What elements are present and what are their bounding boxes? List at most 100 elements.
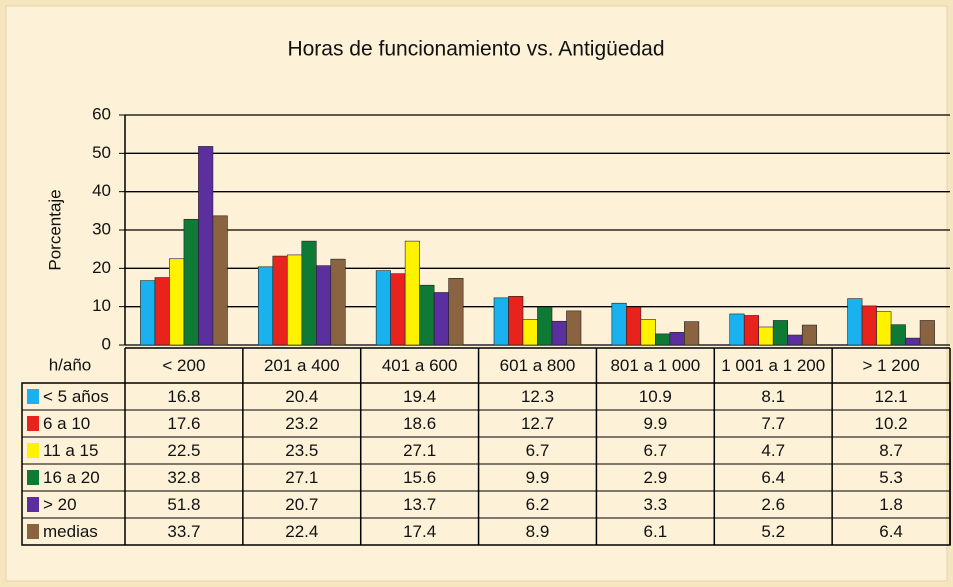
x-tick-label: 801 a 1 000 [610,356,700,375]
bar [876,311,892,346]
bar [448,277,464,346]
bar [390,273,406,346]
table-cell: 5.3 [879,468,903,487]
y-tick-label: 10 [92,296,111,315]
legend-label: 11 a 15 [43,441,98,460]
y-tick-label: 50 [92,143,111,162]
table-cell: 6.4 [761,468,785,487]
table-cell: 8.7 [879,441,903,460]
table-cell: 1.8 [879,495,903,514]
y-tick-label: 60 [92,104,111,123]
bar [522,319,538,346]
table-cell: 10.9 [639,387,672,406]
legend-swatch [27,389,39,404]
table-cell: 23.5 [285,441,318,460]
table-cell: 23.2 [285,414,318,433]
y-tick-label: 20 [92,258,111,277]
table-cell: 51.8 [167,495,200,514]
bar [257,266,274,346]
bar [787,334,803,346]
x-tick-label: 201 a 400 [264,356,340,375]
bar [493,297,509,346]
table-cell: 6.2 [526,495,550,514]
bar [537,306,553,346]
x-axis-label: h/año [49,355,92,374]
table-cell: 19.4 [403,387,436,406]
bar [905,337,921,346]
x-tick-label: 401 a 600 [382,356,458,375]
table-cell: 12.3 [521,387,554,406]
y-tick-label: 0 [102,334,111,353]
y-axis-label: Porcentaje [45,189,64,270]
bar [772,320,789,346]
table-cell: 18.6 [403,414,436,433]
bar [508,296,524,346]
legend-label: medias [43,522,98,541]
bar [743,315,760,346]
legend-swatch [27,524,39,539]
x-tick-label: < 200 [162,356,205,375]
table-cell: 27.1 [403,441,436,460]
bar [890,324,906,346]
bar [801,324,818,346]
bar [566,310,582,346]
table-cell: 2.6 [761,495,785,514]
bar [611,302,627,346]
table-cell: 2.9 [644,468,668,487]
table-cell: 22.4 [285,522,318,541]
table-cell: 10.2 [875,414,908,433]
table-cell: 8.1 [761,387,785,406]
chart-title: Horas de funcionamiento vs. Antigüedad [287,38,664,61]
bar [183,218,199,346]
x-tick-label: 1 001 a 1 200 [721,356,825,375]
bar [669,332,685,346]
bar [330,258,346,346]
bar [404,240,420,346]
bar [919,320,935,346]
bar [315,265,332,346]
bar [375,270,391,346]
legend-swatch [27,416,39,431]
bar [272,255,288,346]
table-cell: 4.7 [761,441,785,460]
table-cell: 16.8 [167,387,200,406]
table-cell: 12.1 [875,387,908,406]
bar [433,292,449,346]
x-tick-label: > 1 200 [862,356,919,375]
bar [301,240,317,346]
table-cell: 17.4 [403,522,436,541]
y-tick-label: 30 [92,219,111,238]
bar [626,306,642,346]
table-cell: 13.7 [403,495,436,514]
table-cell: 33.7 [167,522,200,541]
legend-label: 6 a 10 [43,414,90,433]
bar [861,305,877,346]
bar [154,277,170,346]
bar [729,313,745,346]
table-cell: 32.8 [167,468,200,487]
table-cell: 6.7 [526,441,550,460]
table-cell: 6.4 [879,522,903,541]
bar [140,280,156,346]
table-cell: 6.7 [644,441,668,460]
table-cell: 20.7 [285,495,318,514]
table-cell: 9.9 [526,468,550,487]
bar [212,215,228,346]
bar [286,254,303,346]
y-tick-label: 40 [92,181,111,200]
bar [551,320,567,346]
table-cell: 7.7 [761,414,785,433]
bar [655,333,671,346]
table-cell: 3.3 [644,495,668,514]
bar [419,284,435,346]
legend-swatch [27,497,39,512]
table-cell: 6.1 [644,522,668,541]
legend-label: 16 a 20 [43,468,100,487]
legend-swatch [27,470,39,485]
x-tick-label: 601 a 800 [500,356,576,375]
table-cell: 8.9 [526,522,550,541]
table-cell: 15.6 [403,468,436,487]
table-cell: 22.5 [167,441,200,460]
table-cell: 12.7 [521,414,554,433]
table-cell: 17.6 [167,414,200,433]
